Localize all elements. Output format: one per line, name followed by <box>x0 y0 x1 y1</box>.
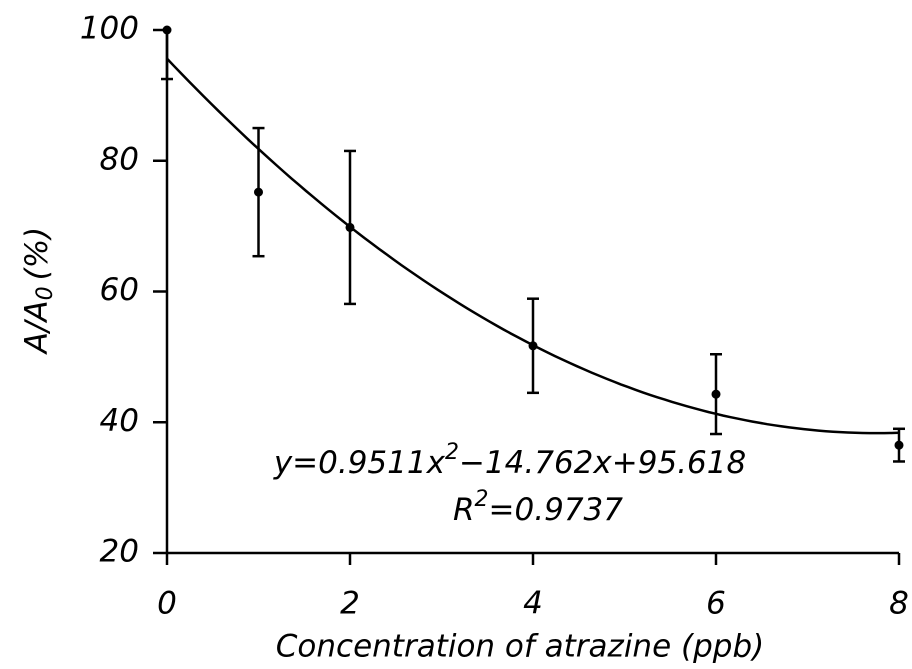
point <box>162 25 172 35</box>
r-squared: R2=0.9737 <box>453 487 623 528</box>
y-tick-label: 40 <box>100 403 139 439</box>
y-tick-label: 60 <box>100 272 139 308</box>
equation: y=0.9511x2−14.762x+95.618 <box>273 440 746 481</box>
x-tick-label: 2 <box>340 586 360 622</box>
point <box>345 222 355 232</box>
equation-part: −14.762x+95.618 <box>459 445 746 481</box>
point <box>711 389 721 399</box>
point <box>254 187 263 197</box>
x-tick-label: 0 <box>157 586 177 622</box>
equation-superscript: 2 <box>445 440 459 465</box>
r-squared-superscript: 2 <box>475 487 489 512</box>
equation-part: y=0.9511x <box>273 445 446 481</box>
x-tick-label: 4 <box>523 586 543 622</box>
y-axis-title-part: A/A <box>19 300 55 355</box>
y-tick-label: 100 <box>80 11 139 47</box>
point <box>894 440 904 450</box>
y-axis-title-part: (%) <box>19 227 55 281</box>
point <box>528 341 538 351</box>
y-axis-title-subscript: 0 <box>33 286 58 300</box>
x-axis-title: Concentration of atrazine (ppb) <box>276 629 764 665</box>
error-bars <box>161 28 905 463</box>
x-tick-label: 8 <box>889 586 909 622</box>
r-squared-part: R <box>453 492 475 528</box>
x-tick-label: 6 <box>706 586 726 622</box>
y-axis-title: A/A0 (%) <box>19 227 59 356</box>
y-tick-label: 20 <box>100 534 139 570</box>
r-squared-part: =0.9737 <box>489 492 624 528</box>
y-tick-label: 80 <box>100 141 139 177</box>
